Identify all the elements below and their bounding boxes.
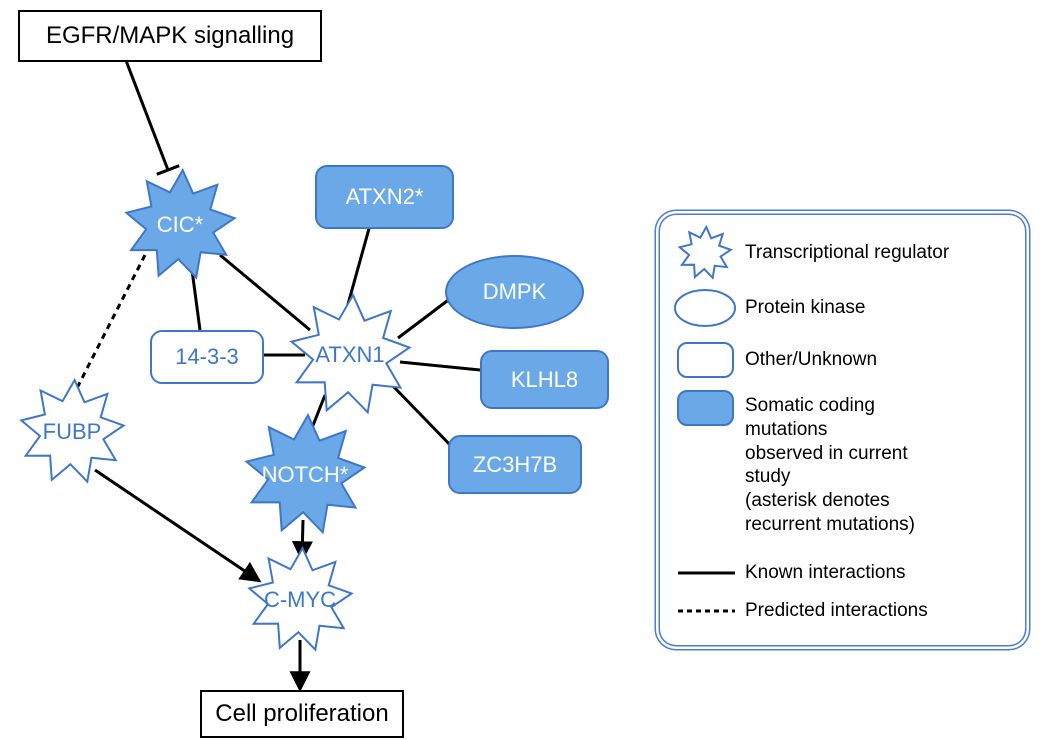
node-klhl8: KLHL8	[480, 350, 609, 409]
legend-panel: Transcriptional regulator Protein kinase…	[660, 215, 1025, 645]
legend-mut-label: Somatic coding mutations observed in cur…	[745, 394, 1015, 537]
legend-other-label: Other/Unknown	[745, 348, 877, 372]
legend-tr-label: Transcriptional regulator	[745, 241, 949, 265]
node-14-3-3: 14-3-3	[150, 330, 264, 384]
node-zc3h7b: ZC3H7B	[448, 435, 582, 494]
node-dmpk: DMPK	[445, 255, 584, 329]
legend-pk-label: Protein kinase	[745, 296, 865, 320]
node-egfr-mapk-signalling: EGFR/MAPK signalling	[18, 10, 322, 62]
legend-known-label: Known interactions	[745, 561, 906, 585]
node-atxn2: ATXN2*	[315, 165, 454, 229]
legend-pred-label: Predicted interactions	[745, 599, 928, 623]
node-cell-proliferation: Cell proliferation	[200, 690, 404, 738]
